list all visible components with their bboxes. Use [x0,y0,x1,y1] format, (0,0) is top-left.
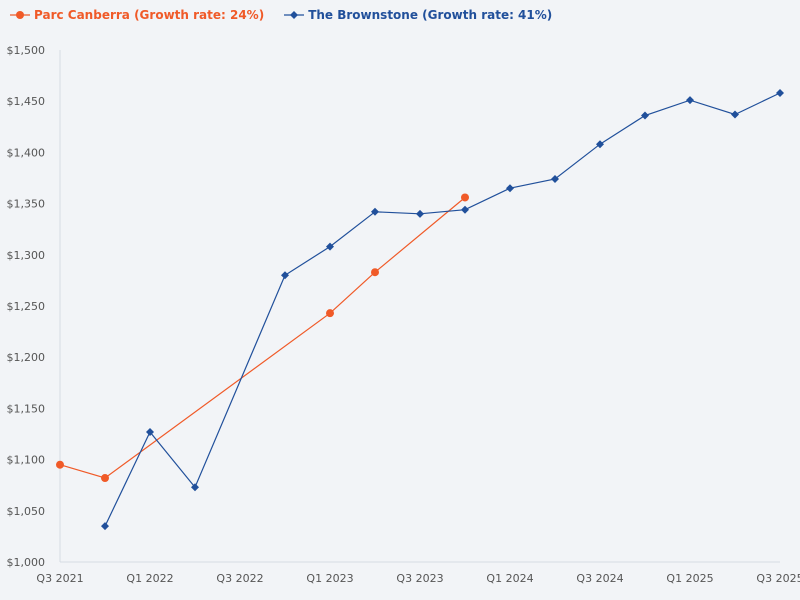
x-tick-label: Q1 2022 [126,572,173,585]
data-point-1 [641,111,649,120]
data-point-1 [551,175,559,184]
y-tick-label: $1,050 [7,505,46,518]
legend-item-parc-canberra[interactable]: Parc Canberra (Growth rate: 24%) [10,8,264,22]
y-tick-label: $1,500 [7,44,46,57]
y-tick-label: $1,300 [7,249,46,262]
data-point-1 [191,483,199,492]
legend-label-brownstone: The Brownstone (Growth rate: 41%) [308,8,553,22]
y-tick-label: $1,000 [7,556,46,569]
legend-diamond-marker-icon [284,11,305,19]
x-tick-label: Q3 2021 [36,572,83,585]
data-point-1 [326,242,334,251]
legend-label-parc-canberra: Parc Canberra (Growth rate: 24%) [34,8,265,22]
y-tick-label: $1,250 [7,300,46,313]
data-point-1 [596,140,604,149]
data-point-1 [776,89,784,98]
data-point-1 [101,522,109,531]
series-line-1 [104,92,781,527]
data-point-1 [416,209,424,218]
data-point-1 [731,110,739,119]
x-tick-label: Q1 2024 [486,572,533,585]
data-point-0 [326,309,334,318]
x-tick-label: Q1 2023 [306,572,353,585]
data-point-0 [461,193,469,202]
y-tick-label: $1,200 [7,351,46,364]
chart-legend: Parc Canberra (Growth rate: 24%) The Bro… [10,8,552,22]
data-point-1 [281,271,289,280]
y-tick-label: $1,100 [7,454,46,467]
data-point-1 [146,427,154,436]
y-tick-label: $1,400 [7,146,46,159]
data-point-0 [56,460,64,469]
data-point-1 [506,184,514,193]
y-tick-label: $1,150 [7,402,46,415]
data-point-1 [461,205,469,214]
y-tick-label: $1,350 [7,198,46,211]
data-point-0 [371,268,379,277]
x-tick-label: Q3 2024 [576,572,623,585]
data-point-1 [686,96,694,105]
y-tick-label: $1,450 [7,95,46,108]
data-point-1 [371,207,379,216]
legend-circle-marker-icon [10,11,30,19]
x-tick-label: Q3 2025 [756,572,800,585]
x-tick-label: Q1 2025 [666,572,713,585]
series-line-0 [59,197,466,479]
data-point-0 [101,474,109,483]
x-tick-label: Q3 2022 [216,572,263,585]
x-tick-label: Q3 2023 [396,572,443,585]
legend-item-brownstone[interactable]: The Brownstone (Growth rate: 41%) [284,8,552,22]
